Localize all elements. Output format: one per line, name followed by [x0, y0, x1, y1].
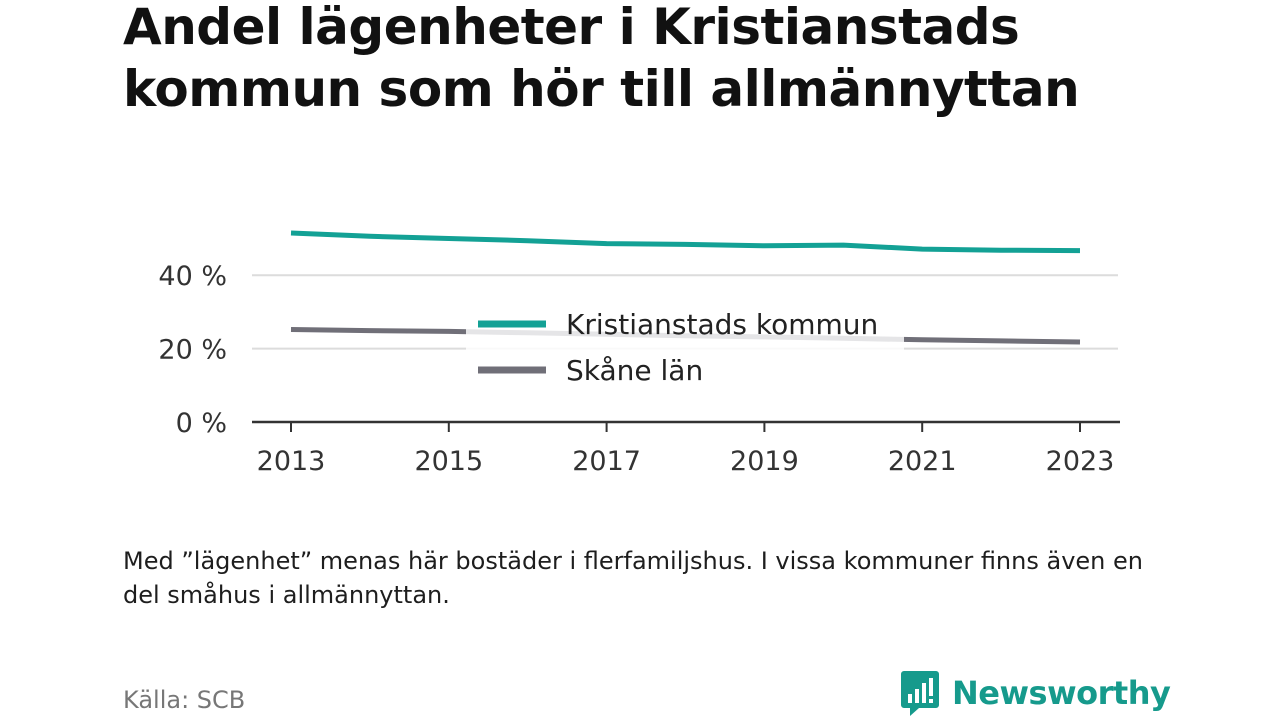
- x-tick-label: 2021: [888, 446, 957, 477]
- x-tick-label: 2013: [257, 446, 326, 477]
- y-tick-label: 0 %: [176, 408, 227, 439]
- x-axis: 2013 2015 2017 2019 2021 2023: [252, 420, 1120, 477]
- legend: Kristianstads kommun Skåne län: [466, 300, 904, 400]
- chart-note: Med ”lägenhet” menas här bostäder i fler…: [123, 547, 1143, 609]
- y-axis-ticks: 0 % 20 % 40 %: [158, 261, 227, 439]
- y-tick-label: 20 %: [158, 335, 227, 366]
- legend-background: [466, 300, 904, 400]
- x-tick-label: 2023: [1046, 446, 1115, 477]
- chart-title: Andel lägenheter i Kristianstads kommun …: [123, 0, 1080, 118]
- x-tick-label: 2017: [572, 446, 641, 477]
- x-tick-label: 2015: [414, 446, 483, 477]
- series-line-1: [290, 230, 1081, 254]
- x-tick-label: 2019: [730, 446, 799, 477]
- legend-label: Skåne län: [566, 354, 703, 387]
- brand-name: Newsworthy: [952, 674, 1171, 712]
- source-credit: Källa: SCB: [123, 686, 246, 714]
- y-tick-label: 40 %: [158, 261, 227, 292]
- brand-logo[interactable]: Newsworthy: [900, 669, 1171, 717]
- newsworthy-logo-icon: [901, 671, 939, 716]
- legend-label: Kristianstads kommun: [566, 308, 878, 341]
